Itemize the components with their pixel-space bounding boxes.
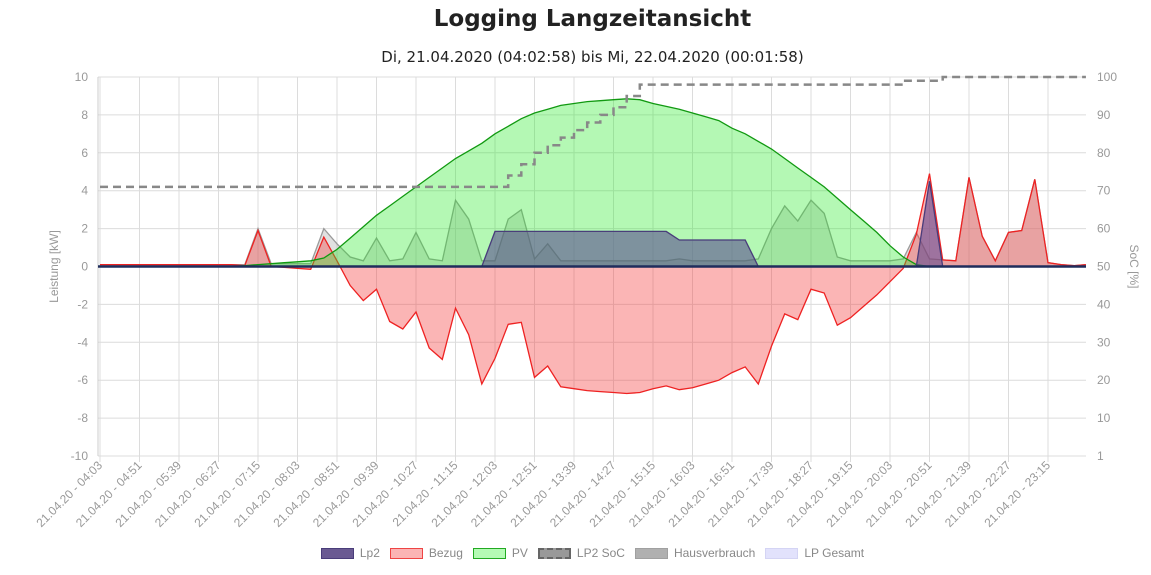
legend-item[interactable]: PV bbox=[472, 546, 528, 560]
y2-axis-label: SoC [%] bbox=[1127, 244, 1141, 288]
legend-item[interactable]: Hausverbrauch bbox=[634, 546, 756, 560]
legend-item[interactable]: Bezug bbox=[389, 546, 463, 560]
chart-title: Logging Langzeitansicht bbox=[433, 6, 752, 32]
series-line bbox=[100, 75, 1086, 189]
series-lp2-soc bbox=[99, 75, 1086, 189]
legend-item[interactable]: LP Gesamt bbox=[765, 546, 864, 560]
y2-tick-label: 10 bbox=[1097, 411, 1111, 425]
y-tick-label: 4 bbox=[81, 184, 88, 198]
y2-tick-label: 60 bbox=[1097, 222, 1111, 236]
legend-swatch bbox=[320, 547, 354, 559]
series-bezug bbox=[99, 173, 1086, 395]
y-tick-label: 10 bbox=[75, 70, 89, 84]
y-tick-label: 0 bbox=[81, 260, 88, 274]
legend-label: LP2 SoC bbox=[576, 546, 625, 560]
y-tick-label: -4 bbox=[77, 335, 88, 349]
y2-tick-label: 1 bbox=[1097, 449, 1104, 463]
y-tick-label: 6 bbox=[81, 146, 88, 160]
y-tick-label: -10 bbox=[71, 449, 89, 463]
legend: Lp2 Bezug PV LP2 SoC Hausverbrauch LP Gesamt bbox=[0, 546, 1151, 560]
legend-swatch bbox=[537, 547, 571, 559]
series-area bbox=[100, 177, 1086, 267]
x-tick-label: 21.04.20 - 04:03 bbox=[33, 458, 105, 530]
legend-swatch bbox=[634, 547, 668, 559]
y2-tick-label: 90 bbox=[1097, 108, 1111, 122]
legend-label: Bezug bbox=[428, 546, 463, 560]
y-tick-label: -6 bbox=[77, 373, 88, 387]
y2-tick-label: 20 bbox=[1097, 373, 1111, 387]
y2-tick-label: 40 bbox=[1097, 297, 1111, 311]
y2-tick-label: 30 bbox=[1097, 335, 1111, 349]
chart-subtitle: Di, 21.04.2020 (04:02:58) bis Mi, 22.04.… bbox=[381, 48, 804, 66]
legend-swatch bbox=[389, 547, 423, 559]
legend-item[interactable]: Lp2 bbox=[320, 546, 380, 560]
legend-label: Hausverbrauch bbox=[673, 546, 756, 560]
legend-swatch bbox=[765, 547, 799, 559]
legend-swatch bbox=[472, 547, 506, 559]
legend-label: LP Gesamt bbox=[804, 546, 865, 560]
series-line bbox=[100, 173, 1086, 395]
y2-tick-label: 80 bbox=[1097, 146, 1111, 160]
legend-item[interactable]: LP2 SoC bbox=[537, 546, 625, 560]
series-area bbox=[100, 181, 1086, 267]
y2-tick-label: 50 bbox=[1097, 260, 1111, 274]
y-tick-label: -2 bbox=[77, 297, 88, 311]
y2-tick-label: 100 bbox=[1097, 70, 1117, 84]
y2-tick-label: 70 bbox=[1097, 184, 1111, 198]
y-axis-label: Leistung [kW] bbox=[47, 230, 61, 303]
legend-label: Lp2 bbox=[359, 546, 380, 560]
series-area bbox=[100, 98, 1086, 267]
legend-label: PV bbox=[511, 546, 528, 560]
y-tick-label: 8 bbox=[81, 108, 88, 122]
series-area bbox=[100, 173, 1086, 394]
y-tick-label: -8 bbox=[77, 411, 88, 425]
y-tick-label: 2 bbox=[81, 222, 88, 236]
